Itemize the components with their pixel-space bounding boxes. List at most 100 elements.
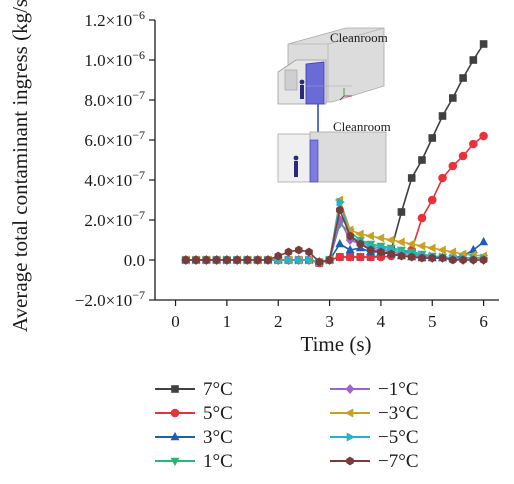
legend-item-0: 7°C [155, 379, 233, 400]
x-tick-label: 6 [479, 312, 488, 331]
axis-gizmo [339, 88, 352, 101]
data-point [459, 74, 467, 82]
data-point [437, 245, 446, 255]
legend-item-5: −3°C [330, 403, 419, 424]
legend-marker [346, 456, 354, 466]
data-point [387, 249, 395, 259]
series-group [180, 40, 489, 268]
x-axis-ticks: 0 1 2 3 4 5 6 [171, 300, 488, 331]
legend-item-1: 5°C [155, 403, 233, 424]
data-point [305, 247, 313, 257]
data-point [336, 197, 345, 207]
x-tick-label: 2 [274, 312, 283, 331]
lower-person-figure [293, 155, 299, 177]
data-point [407, 252, 416, 262]
legend-marker [170, 408, 180, 418]
data-point [345, 252, 355, 262]
data-point [479, 40, 488, 48]
data-point [346, 231, 354, 241]
legend-item-3: 1°C [155, 451, 233, 472]
legend-label: −7°C [378, 451, 419, 472]
data-point [274, 251, 282, 261]
legend-label: 5°C [203, 403, 233, 424]
y-tick-label: 6.0×10−7 [84, 128, 145, 150]
data-point [448, 94, 457, 102]
data-point [294, 245, 303, 255]
y-tick-label: 8.0×10−7 [84, 88, 145, 110]
legend-marker [170, 457, 180, 467]
legend-marker [345, 384, 355, 394]
y-tick-label: 1.0×10−6 [84, 48, 145, 70]
data-point [223, 255, 231, 265]
plot-frame [154, 20, 499, 301]
lower-cleanroom-box [277, 131, 387, 183]
y-tick-label: 1.2×10−6 [84, 8, 145, 30]
data-point [335, 238, 345, 248]
data-point [428, 134, 437, 142]
data-point [264, 255, 272, 265]
data-point [418, 253, 426, 263]
x-tick-label: 0 [171, 312, 180, 331]
data-point [427, 195, 437, 205]
data-point [458, 151, 468, 161]
legend-label: −1°C [378, 379, 419, 400]
legend-item-4: −1°C [330, 379, 419, 400]
data-point [406, 239, 416, 249]
legend-label: −5°C [378, 427, 419, 448]
data-point [479, 255, 488, 265]
x-tick-label: 5 [428, 312, 437, 331]
cleanroom-inset-illustration: Cleanroom Cleanroom [277, 27, 391, 183]
data-point [469, 139, 478, 149]
data-point [365, 231, 374, 241]
legend-item-7: −7°C [330, 451, 419, 472]
data-point [325, 255, 334, 265]
data-point [438, 173, 447, 183]
data-point [305, 255, 315, 265]
data-point [243, 255, 252, 265]
data-point [417, 213, 427, 223]
legend-marker [346, 432, 356, 442]
x-tick-label: 4 [377, 312, 386, 331]
legend-item-2: 3°C [155, 427, 233, 448]
data-point [336, 205, 344, 215]
data-point [377, 247, 385, 257]
data-point [438, 112, 447, 120]
data-point [427, 243, 436, 253]
data-point [355, 229, 364, 239]
data-point [295, 255, 304, 265]
upper-cleanroom-box [277, 27, 385, 105]
y-tick-label: 4.0×10−7 [84, 168, 145, 190]
upper-person-figure [299, 79, 305, 99]
y-tick-label: 2.0×10−7 [84, 208, 145, 230]
data-point [416, 241, 426, 251]
data-point [285, 255, 294, 265]
x-tick-label: 1 [223, 312, 232, 331]
data-point [459, 255, 467, 265]
data-point [375, 233, 385, 243]
y-axis-ticks: −2.0×10−7 0.0 2.0×10−7 4.0×10−7 6.0×10−7 8.0×… [75, 8, 155, 310]
y-tick-label: −2.0×10−7 [75, 288, 145, 310]
data-point [366, 245, 375, 255]
x-axis-title: Time (s) [301, 332, 372, 356]
data-point [345, 244, 355, 254]
legend-marker [170, 431, 180, 441]
legend-marker [344, 408, 354, 418]
y-tick-label: 0.0 [124, 251, 145, 270]
data-point [284, 247, 293, 257]
data-point [212, 255, 221, 265]
data-point [448, 161, 458, 171]
legend-label: 7°C [203, 379, 233, 400]
data-point [469, 56, 478, 64]
legend-item-6: −5°C [330, 427, 419, 448]
data-point [356, 239, 365, 249]
data-point [418, 156, 426, 164]
data-point [479, 131, 488, 141]
inset-label-lower: Cleanroom [333, 119, 391, 134]
data-point [253, 255, 262, 265]
data-point [356, 252, 365, 262]
data-point [386, 235, 395, 245]
data-point [449, 255, 457, 265]
data-point [397, 208, 406, 216]
inset-label-upper: Cleanroom [330, 30, 388, 45]
